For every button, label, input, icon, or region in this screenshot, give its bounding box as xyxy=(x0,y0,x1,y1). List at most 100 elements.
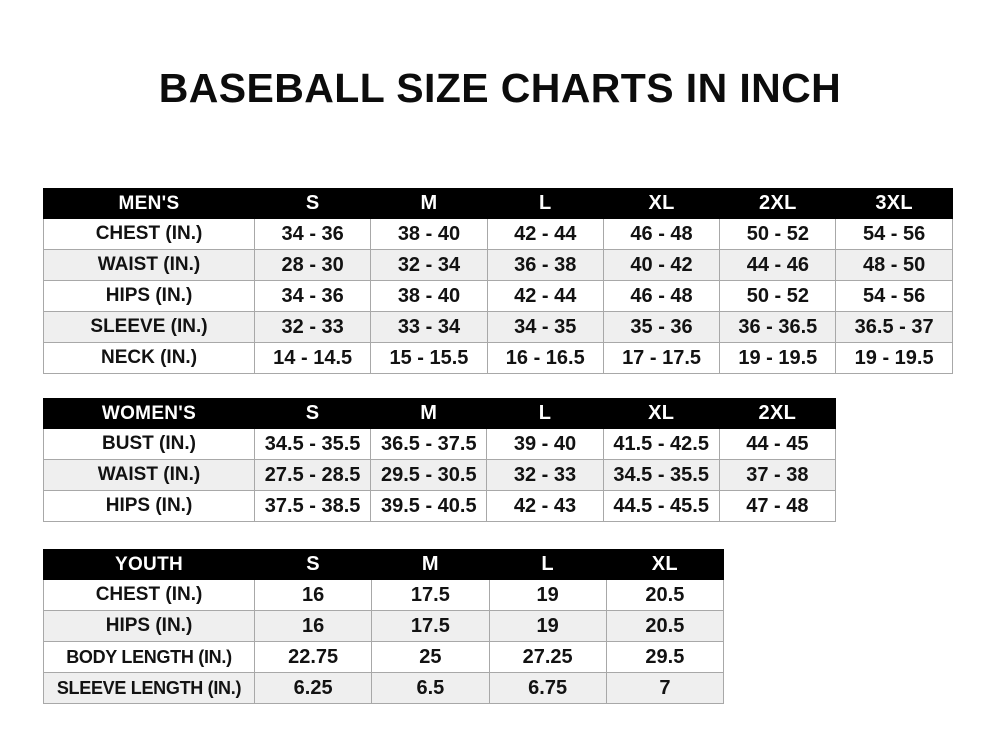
row-label: WAIST (IN.) xyxy=(43,249,255,281)
column-header-s: S xyxy=(253,188,372,219)
table-row: SLEEVE LENGTH (IN.) 6.25 6.5 6.75 7 xyxy=(43,672,725,704)
table-row: BUST (IN.) 34.5 - 35.5 36.5 - 37.5 39 - 40 4… xyxy=(43,428,836,460)
mens-size-table: MEN'S S M L XL 2XL 3XL CHEST (IN.) 34 - 36 38 - … xyxy=(43,188,953,374)
column-header-xl: XL xyxy=(605,549,725,580)
column-header-s: S xyxy=(253,398,372,429)
row-label: SLEEVE (IN.) xyxy=(43,311,255,343)
measurement-cell: 37.5 - 38.5 xyxy=(253,490,372,522)
column-header-2xl: 2XL xyxy=(719,188,837,219)
youth-table-header: YOUTH S M L XL xyxy=(43,549,725,580)
measurement-cell: 6.5 xyxy=(371,672,490,704)
womens-size-table: WOMEN'S S M L XL 2XL BUST (IN.) 34.5 - 35.5 36.… xyxy=(43,398,836,522)
table-row: CHEST (IN.) 16 17.5 19 20.5 xyxy=(43,579,725,611)
measurement-cell: 6.75 xyxy=(488,672,607,704)
measurement-cell: 28 - 30 xyxy=(253,249,372,281)
measurement-cell: 36 - 38 xyxy=(486,249,604,281)
table-row: HIPS (IN.) 34 - 36 38 - 40 42 - 44 46 - 48 50… xyxy=(43,280,953,312)
row-label: CHEST (IN.) xyxy=(43,579,255,611)
measurement-cell: 35 - 36 xyxy=(602,311,721,343)
measurement-cell: 34.5 - 35.5 xyxy=(602,459,720,491)
measurement-cell: 16 xyxy=(253,610,373,642)
measurement-cell: 20.5 xyxy=(605,610,725,642)
measurement-cell: 19 xyxy=(488,610,607,642)
measurement-cell: 39 - 40 xyxy=(486,428,604,460)
measurement-cell: 19 - 19.5 xyxy=(835,342,953,374)
measurement-cell: 29.5 - 30.5 xyxy=(370,459,488,491)
row-label: SLEEVE LENGTH (IN.) xyxy=(43,672,255,704)
column-header-s: S xyxy=(253,549,373,580)
row-label: CHEST (IN.) xyxy=(43,218,255,250)
row-label: BUST (IN.) xyxy=(43,428,255,460)
measurement-cell: 32 - 33 xyxy=(253,311,372,343)
column-header-l: L xyxy=(488,549,607,580)
table-header-row: MEN'S S M L XL 2XL 3XL xyxy=(43,188,953,219)
row-label: WAIST (IN.) xyxy=(43,459,255,491)
youth-size-table: YOUTH S M L XL CHEST (IN.) 16 17.5 19 20.5 HIPS (… xyxy=(43,549,725,704)
measurement-cell: 34 - 36 xyxy=(253,280,372,312)
column-header-m: M xyxy=(371,549,490,580)
measurement-cell: 34.5 - 35.5 xyxy=(253,428,372,460)
measurement-cell: 44 - 46 xyxy=(719,249,837,281)
measurement-cell: 17.5 xyxy=(371,579,490,611)
table-row: BODY LENGTH (IN.) 22.75 25 27.25 29.5 xyxy=(43,641,725,673)
measurement-cell: 27.25 xyxy=(488,641,607,673)
measurement-cell: 46 - 48 xyxy=(602,218,721,250)
table-row: HIPS (IN.) 37.5 - 38.5 39.5 - 40.5 42 - 43 4… xyxy=(43,490,836,522)
measurement-cell: 38 - 40 xyxy=(370,280,488,312)
row-label: HIPS (IN.) xyxy=(43,280,255,312)
measurement-cell: 16 - 16.5 xyxy=(486,342,604,374)
measurement-cell: 33 - 34 xyxy=(370,311,488,343)
measurement-cell: 40 - 42 xyxy=(602,249,721,281)
column-header-2xl: 2XL xyxy=(718,398,836,429)
measurement-cell: 47 - 48 xyxy=(718,490,836,522)
measurement-cell: 36.5 - 37.5 xyxy=(370,428,488,460)
measurement-cell: 54 - 56 xyxy=(835,218,953,250)
measurement-cell: 20.5 xyxy=(605,579,725,611)
measurement-cell: 29.5 xyxy=(605,641,725,673)
measurement-cell: 44.5 - 45.5 xyxy=(602,490,720,522)
measurement-cell: 17 - 17.5 xyxy=(602,342,721,374)
table-header-row: WOMEN'S S M L XL 2XL xyxy=(43,398,836,429)
mens-header-label: MEN'S xyxy=(43,188,255,219)
measurement-cell: 25 xyxy=(371,641,490,673)
measurement-cell: 14 - 14.5 xyxy=(253,342,372,374)
measurement-cell: 50 - 52 xyxy=(719,280,837,312)
table-row: NECK (IN.) 14 - 14.5 15 - 15.5 16 - 16.5 17 … xyxy=(43,342,953,374)
column-header-3xl: 3XL xyxy=(835,188,953,219)
measurement-cell: 41.5 - 42.5 xyxy=(602,428,720,460)
table-row: SLEEVE (IN.) 32 - 33 33 - 34 34 - 35 35 - 36… xyxy=(43,311,953,343)
measurement-cell: 50 - 52 xyxy=(719,218,837,250)
row-label: HIPS (IN.) xyxy=(43,490,255,522)
page-title: BASEBALL SIZE CHARTS IN INCH xyxy=(158,65,842,111)
measurement-cell: 16 xyxy=(253,579,373,611)
measurement-cell: 42 - 44 xyxy=(486,218,604,250)
measurement-cell: 38 - 40 xyxy=(370,218,488,250)
measurement-cell: 44 - 45 xyxy=(718,428,836,460)
mens-table-header: MEN'S S M L XL 2XL 3XL xyxy=(43,188,953,219)
measurement-cell: 17.5 xyxy=(371,610,490,642)
measurement-cell: 34 - 35 xyxy=(486,311,604,343)
measurement-cell: 19 - 19.5 xyxy=(719,342,837,374)
column-header-l: L xyxy=(486,398,604,429)
table-row: WAIST (IN.) 27.5 - 28.5 29.5 - 30.5 32 - 33… xyxy=(43,459,836,491)
table-row: HIPS (IN.) 16 17.5 19 20.5 xyxy=(43,610,725,642)
measurement-cell: 42 - 44 xyxy=(486,280,604,312)
womens-table-header: WOMEN'S S M L XL 2XL xyxy=(43,398,836,429)
measurement-cell: 54 - 56 xyxy=(835,280,953,312)
measurement-cell: 6.25 xyxy=(253,672,373,704)
womens-table-body: BUST (IN.) 34.5 - 35.5 36.5 - 37.5 39 - 40 4… xyxy=(43,428,836,522)
youth-header-label: YOUTH xyxy=(43,549,255,580)
table-header-row: YOUTH S M L XL xyxy=(43,549,725,580)
youth-table-body: CHEST (IN.) 16 17.5 19 20.5 HIPS (IN.) 16 17.5 1… xyxy=(43,579,725,704)
measurement-cell: 7 xyxy=(605,672,725,704)
column-header-xl: XL xyxy=(602,398,720,429)
row-label: BODY LENGTH (IN.) xyxy=(43,641,255,673)
measurement-cell: 36 - 36.5 xyxy=(719,311,837,343)
mens-table-body: CHEST (IN.) 34 - 36 38 - 40 42 - 44 46 - 48 5… xyxy=(43,218,953,374)
measurement-cell: 42 - 43 xyxy=(486,490,604,522)
measurement-cell: 37 - 38 xyxy=(718,459,836,491)
measurement-cell: 39.5 - 40.5 xyxy=(370,490,488,522)
column-header-l: L xyxy=(486,188,604,219)
row-label: HIPS (IN.) xyxy=(43,610,255,642)
measurement-cell: 27.5 - 28.5 xyxy=(253,459,372,491)
